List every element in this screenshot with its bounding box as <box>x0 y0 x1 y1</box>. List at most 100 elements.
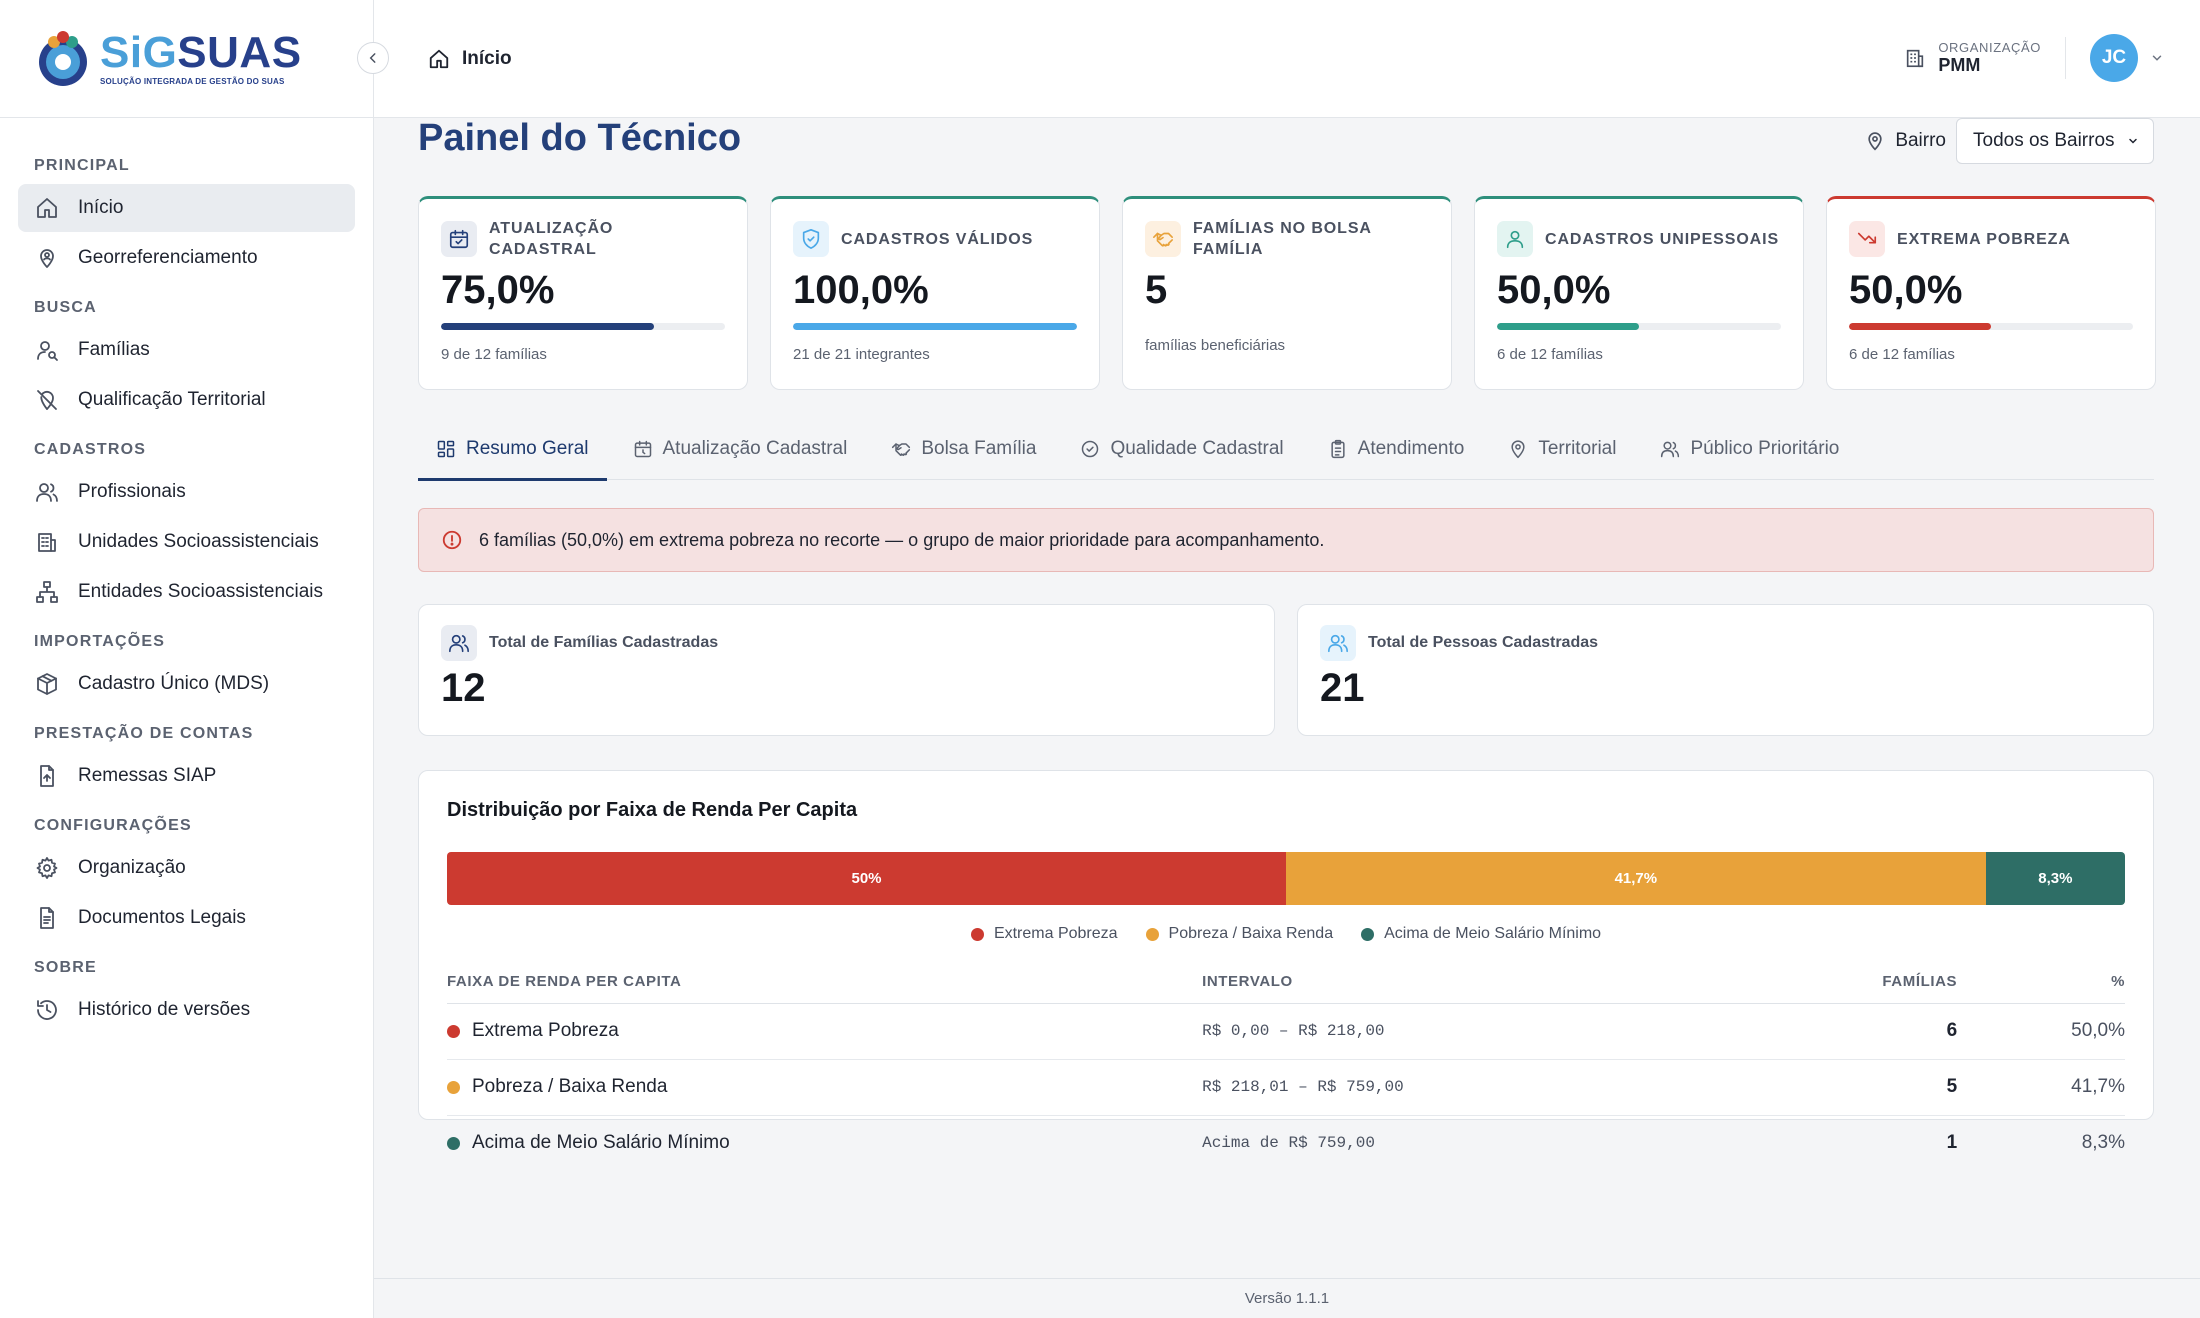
cell-pct: 50,0% <box>1957 1003 2125 1060</box>
nav-section-sobre: SOBRE Histórico de versões <box>0 950 373 1034</box>
cell-faixa: Acima de Meio Salário Mínimo <box>447 1115 1202 1171</box>
sidebar-item-remessas-siap[interactable]: Remessas SIAP <box>18 752 355 800</box>
tab-publico-prioritario[interactable]: Público Prioritário <box>1642 418 1857 480</box>
nav-section-title: IMPORTAÇÕES <box>34 633 166 650</box>
kpi-header: CADASTROS UNIPESSOAIS <box>1497 221 1781 257</box>
tab-label: Atualização Cadastral <box>662 438 848 459</box>
sidebar-item-inicio[interactable]: Início <box>18 184 355 232</box>
users-icon <box>1660 439 1680 459</box>
user-icon <box>1497 221 1533 257</box>
column-header-pct: % <box>1957 961 2125 1004</box>
total-card-header: Total de Pessoas Cadastradas <box>1320 625 2131 661</box>
kpi-card-cadastros-unipessoais: CADASTROS UNIPESSOAIS 50,0% 6 de 12 famíli… <box>1474 196 1804 390</box>
kpi-subtitle: 9 de 12 famílias <box>441 346 547 363</box>
page-title: Painel do Técnico <box>418 117 742 159</box>
sidebar-item-familias[interactable]: Famílias <box>18 326 355 374</box>
map-pin-user-icon <box>34 245 60 271</box>
sidebar-item-historico-de-versoes[interactable]: Histórico de versões <box>18 986 355 1034</box>
income-table: FAIXA DE RENDA PER CAPITA INTERVALO FAMÍ… <box>447 961 2125 1171</box>
calendar-icon <box>633 439 653 459</box>
user-avatar[interactable]: JC <box>2090 34 2138 82</box>
kpi-value: 5 <box>1145 268 1168 312</box>
map-pin-icon <box>1508 439 1528 459</box>
total-card-value: 21 <box>1320 666 1365 710</box>
nav-section-title: CADASTROS <box>34 441 147 458</box>
legend-label: Extrema Pobreza <box>993 925 1118 942</box>
cell-pct: 8,3% <box>2081 1132 2125 1154</box>
sidebar-item-entidades-socioassistenciais[interactable]: Entidades Socioassistenciais <box>18 568 355 616</box>
neighborhood-filter: Bairro Todos os Bairros <box>1865 118 2154 164</box>
legend-item-extrema-pobreza: Extrema Pobreza <box>970 925 1118 943</box>
kpi-progress-fill <box>793 323 1077 330</box>
tab-resumo-geral[interactable]: Resumo Geral <box>418 418 607 481</box>
kpi-title: CADASTROS VÁLIDOS <box>841 230 1034 248</box>
neighborhood-select-value: Todos os Bairros <box>1973 130 2115 151</box>
kpi-cards: ATUALIZAÇÃO CADASTRAL 75,0% 9 de 12 famíli… <box>418 196 2156 390</box>
calendar-check-icon <box>441 221 477 257</box>
user-search-icon <box>34 337 60 363</box>
chevron-down-icon[interactable] <box>2150 51 2164 65</box>
tab-territorial[interactable]: Territorial <box>1490 418 1634 480</box>
column-header-intervalo: INTERVALO <box>1202 961 1706 1004</box>
income-stacked-bar: 50% 41,7% 8,3% <box>447 852 2125 905</box>
sidebar-item-label: Entidades Socioassistenciais <box>78 581 324 602</box>
logo-mark-icon <box>32 28 94 90</box>
cell-faixa: Pobreza / Baixa Renda <box>447 1059 1203 1116</box>
sidebar-item-organizacao[interactable]: Organização <box>18 844 355 892</box>
kpi-subtitle: 21 de 21 integrantes <box>793 346 930 363</box>
table-row: Pobreza / Baixa Renda R$ 218,01 – R$ 759,… <box>447 1059 2125 1116</box>
tab-atualizacao-cadastral[interactable]: Atualização Cadastral <box>615 418 866 480</box>
file-upload-icon <box>34 763 60 789</box>
sidebar-item-label: Famílias <box>78 339 150 360</box>
dashboard-tabs: Resumo Geral Atualização Cadastral Bolsa F… <box>418 418 2154 481</box>
sidebar-item-label: Organização <box>78 857 186 878</box>
nav-section-busca: BUSCA Famílias Qualificação Territorial <box>0 290 373 424</box>
kpi-title: EXTREMA POBREZA <box>1897 230 2071 248</box>
tab-label: Qualidade Cadastral <box>1110 438 1284 459</box>
legend-dot <box>1361 927 1375 941</box>
version-label: Versão 1.1.1 <box>1244 1290 1330 1307</box>
faixa-dot <box>447 1024 460 1038</box>
sidebar-item-georreferenciamento[interactable]: Georreferenciamento <box>18 234 355 282</box>
trend-down-icon <box>1849 221 1885 257</box>
faixa-dot <box>447 1136 460 1150</box>
map-pin-icon <box>1865 131 1885 151</box>
nav-section-title: SOBRE <box>34 959 97 976</box>
sidebar-item-cadastro-unico-mds[interactable]: Cadastro Único (MDS) <box>18 660 355 708</box>
nav-section-title: CONFIGURAÇÕES <box>34 817 192 834</box>
neighborhood-select[interactable]: Todos os Bairros <box>1956 118 2154 164</box>
sidebar-item-label: Unidades Socioassistenciais <box>78 531 319 552</box>
organization-indicator[interactable]: ORGANIZAÇÃO PMM <box>1904 37 2066 79</box>
nav-section-configuracoes: CONFIGURAÇÕES Organização Documentos Legai… <box>0 808 373 942</box>
dashboard-icon <box>436 439 456 459</box>
tab-bolsa-familia[interactable]: Bolsa Família <box>873 418 1054 480</box>
breadcrumb[interactable]: Início <box>428 48 512 70</box>
collapse-sidebar-button[interactable] <box>357 42 389 74</box>
faixa-label: Extrema Pobreza <box>472 1020 619 1041</box>
sidebar-item-label: Documentos Legais <box>78 907 246 928</box>
gear-icon <box>34 855 60 881</box>
kpi-card-atualizacao-cadastral: ATUALIZAÇÃO CADASTRAL 75,0% 9 de 12 famíli… <box>418 196 748 390</box>
logo[interactable]: SiGSUAS SOLUÇÃO INTEGRADA DE GESTÃO DO S… <box>0 0 389 118</box>
logo-subtitle: SOLUÇÃO INTEGRADA DE GESTÃO DO SUAS <box>100 77 285 86</box>
sidebar-item-unidades-socioassistenciais[interactable]: Unidades Socioassistenciais <box>18 518 355 566</box>
sidebar-item-qualificacao-territorial[interactable]: Qualificação Territorial <box>18 376 355 424</box>
sidebar-item-label: Georreferenciamento <box>78 247 258 268</box>
organization-value: PMM <box>1938 55 1981 75</box>
tab-qualidade-cadastral[interactable]: Qualidade Cadastral <box>1062 418 1301 480</box>
tab-atendimento[interactable]: Atendimento <box>1310 418 1483 480</box>
check-circle-icon <box>1080 439 1100 459</box>
sidebar-item-label: Profissionais <box>78 481 186 502</box>
distribution-title: Distribuição por Faixa de Renda Per Capi… <box>447 799 858 821</box>
building-icon <box>34 529 60 555</box>
kpi-card-cadastros-validos: CADASTROS VÁLIDOS 100,0% 21 de 21 integran… <box>770 196 1100 390</box>
kpi-subtitle: famílias beneficiárias <box>1145 337 1286 354</box>
sidebar-item-profissionais[interactable]: Profissionais <box>18 468 355 516</box>
nav-section-title: PRESTAÇÃO DE CONTAS <box>34 725 254 742</box>
sidebar-item-documentos-legais[interactable]: Documentos Legais <box>18 894 355 942</box>
kpi-progress-bar <box>793 323 1077 330</box>
boxes-icon <box>34 671 60 697</box>
sidebar-item-label: Remessas SIAP <box>78 765 217 786</box>
handshake-icon <box>1145 221 1181 257</box>
cell-intervalo: Acima de R$ 759,00 <box>1202 1134 1375 1153</box>
